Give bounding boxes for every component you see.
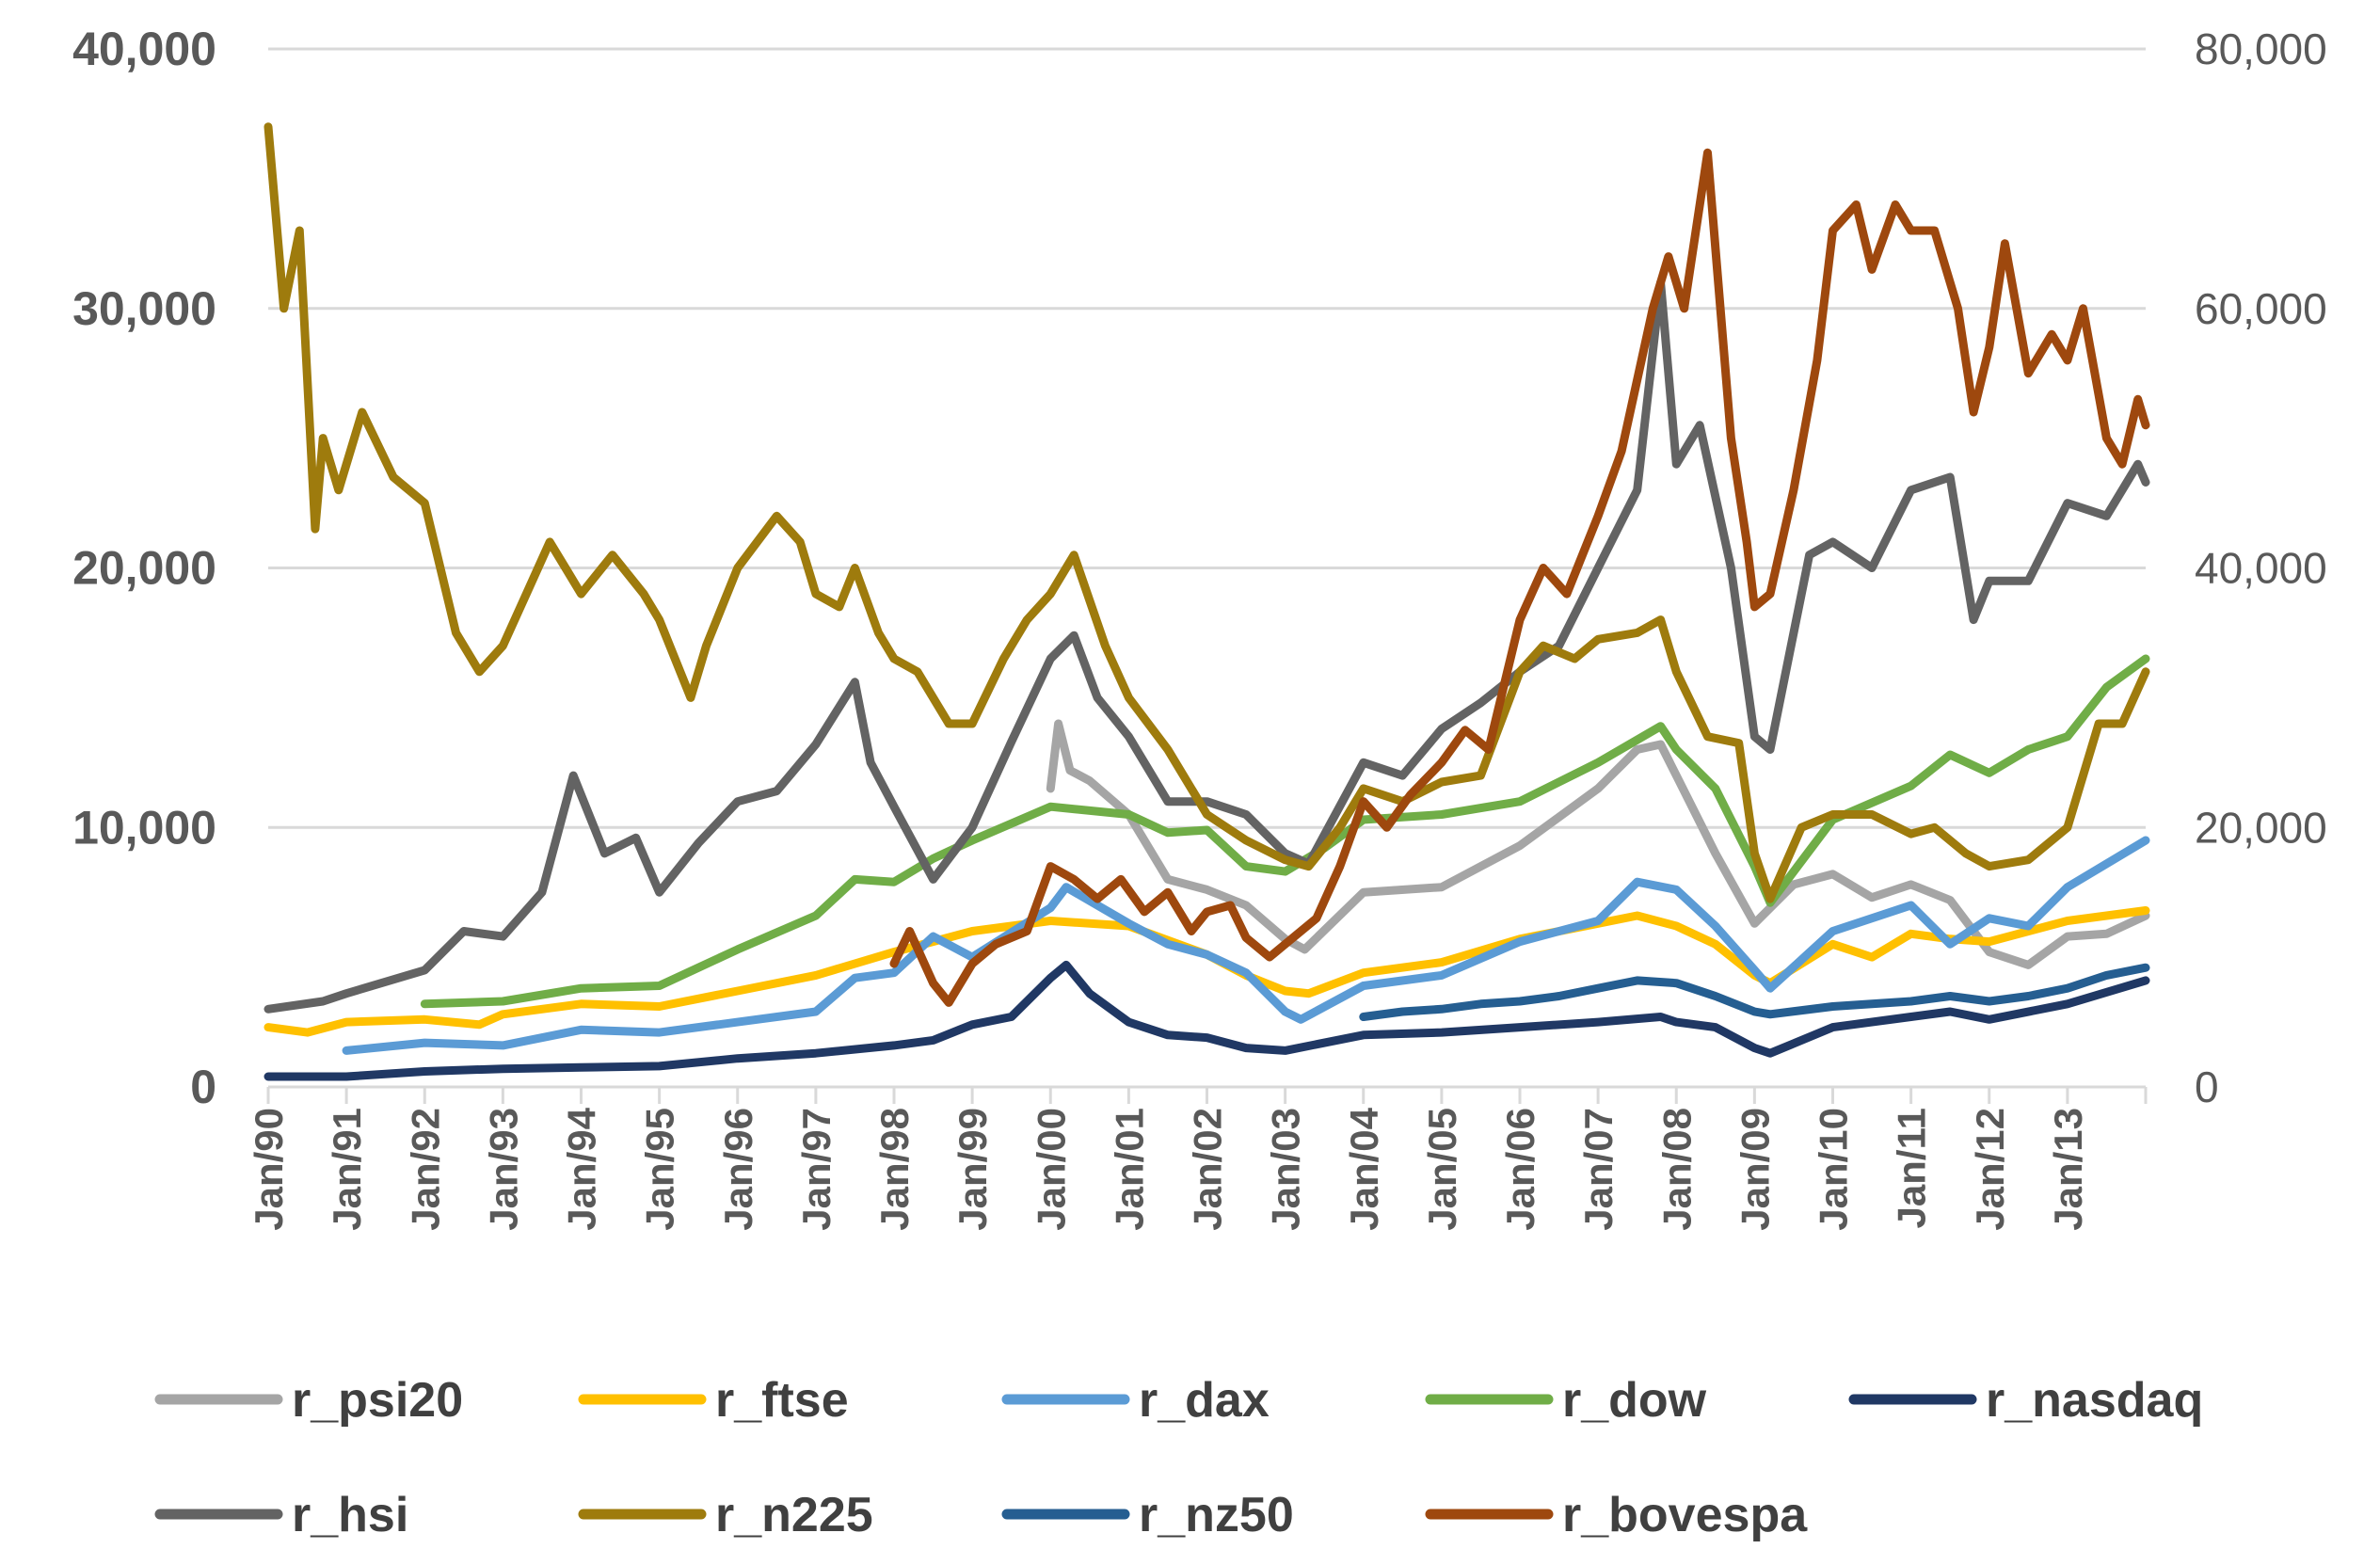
series-line-r-nasdaq	[264, 960, 2150, 1081]
legend: r_psi20 r_ftse r_dax r_dow r_nasdaq r_hsi r_n2…	[154, 1373, 2203, 1542]
legend-item-r-nasdaq: r_nasdaq	[1848, 1373, 2203, 1428]
y-tick-right-3: 60,000	[2195, 284, 2327, 333]
x-tick-jan-95: Jan/95	[638, 1108, 682, 1231]
legend-item-r-nz50: r_nz50	[1001, 1488, 1294, 1542]
legend-item-r-ftse: r_ftse	[578, 1373, 849, 1428]
x-tick-jan-90: Jan/90	[247, 1108, 291, 1231]
x-tick-jan-06: Jan/06	[1498, 1108, 1542, 1231]
x-tick-jan-07: Jan/07	[1576, 1108, 1621, 1231]
x-tick-jan-98: Jan/98	[872, 1108, 917, 1231]
legend-label-r-hsi: r_hsi	[292, 1488, 408, 1542]
x-tick-jan-91: Jan/91	[325, 1108, 369, 1231]
y-tick-right-0: 0	[2195, 1062, 2219, 1111]
legend-item-r-dax: r_dax	[1001, 1373, 1270, 1428]
y-tick-right-4: 80,000	[2195, 24, 2327, 73]
series-line-r-hsi	[264, 278, 2150, 1014]
x-tick-jan-05: Jan/05	[1420, 1108, 1464, 1231]
legend-label-r-ftse: r_ftse	[715, 1373, 849, 1428]
y-tick-left-3: 30,000	[72, 282, 216, 335]
x-tick-jan-11: Jan/11	[1890, 1108, 1934, 1228]
series-line-r-bovespa	[889, 148, 2150, 1007]
x-axis: Jan/90 Jan/91 Jan/92 Jan/93 Jan/94 Jan/95 Jan/…	[247, 1085, 2148, 1231]
legend-item-r-hsi: r_hsi	[154, 1488, 408, 1542]
legend-label-r-nasdaq: r_nasdaq	[1986, 1373, 2203, 1428]
grid-layer	[268, 47, 2146, 1089]
x-tick-jan-93: Jan/93	[481, 1108, 525, 1231]
legend-label-r-bovespa: r_bovespa	[1562, 1488, 1808, 1542]
x-tick-jan-09: Jan/09	[1733, 1108, 1777, 1231]
y-axis-left: 0 10,000 20,000 30,000 40,000	[72, 23, 216, 1113]
legend-label-r-nz50: r_nz50	[1139, 1488, 1294, 1542]
x-tick-jan-99: Jan/99	[950, 1108, 995, 1231]
x-tick-jan-04: Jan/04	[1342, 1107, 1386, 1230]
x-tick-jan-10: Jan/10	[1812, 1108, 1856, 1231]
x-tick-jan-96: Jan/96	[716, 1108, 760, 1231]
x-tick-jan-94: Jan/94	[560, 1107, 604, 1230]
series-line-r-dow	[420, 654, 2150, 1009]
y-tick-right-2: 40,000	[2195, 544, 2327, 593]
x-tick-jan-12: Jan/12	[1968, 1108, 2012, 1231]
legend-label-r-n225: r_n225	[715, 1488, 873, 1542]
legend-item-r-psi20: r_psi20	[154, 1373, 463, 1428]
series-line-r-dax	[342, 836, 2150, 1055]
x-tick-jan-97: Jan/97	[794, 1108, 839, 1231]
y-axis-right: 0 20,000 40,000 60,000 80,000	[2195, 24, 2327, 1111]
legend-label-r-dax: r_dax	[1139, 1373, 1270, 1428]
x-tick-jan-03: Jan/03	[1264, 1108, 1308, 1231]
legend-label-r-psi20: r_psi20	[292, 1373, 463, 1428]
series-line-r-nz50	[1359, 963, 2150, 1021]
x-tick-jan-92: Jan/92	[403, 1108, 447, 1231]
legend-label-r-dow: r_dow	[1562, 1373, 1707, 1428]
y-tick-left-4: 40,000	[72, 23, 216, 75]
y-tick-left-2: 20,000	[72, 542, 216, 595]
legend-item-r-bovespa: r_bovespa	[1425, 1488, 1808, 1542]
series-line-r-psi20	[1046, 719, 2150, 969]
series-line-r-ftse	[264, 906, 2150, 1037]
y-tick-left-1: 10,000	[72, 801, 216, 854]
x-tick-jan-13: Jan/13	[2046, 1108, 2090, 1231]
x-tick-jan-00: Jan/00	[1029, 1108, 1073, 1231]
x-tick-jan-08: Jan/08	[1654, 1108, 1699, 1231]
legend-item-r-dow: r_dow	[1425, 1373, 1707, 1428]
x-tick-jan-01: Jan/01	[1107, 1108, 1151, 1231]
y-tick-left-0: 0	[190, 1061, 216, 1113]
x-tick-jan-02: Jan/02	[1186, 1108, 1230, 1231]
legend-item-r-n225: r_n225	[578, 1488, 873, 1542]
series-line-r-n225	[264, 122, 2150, 903]
series-layer	[264, 122, 2150, 1081]
y-tick-right-1: 20,000	[2195, 803, 2327, 852]
